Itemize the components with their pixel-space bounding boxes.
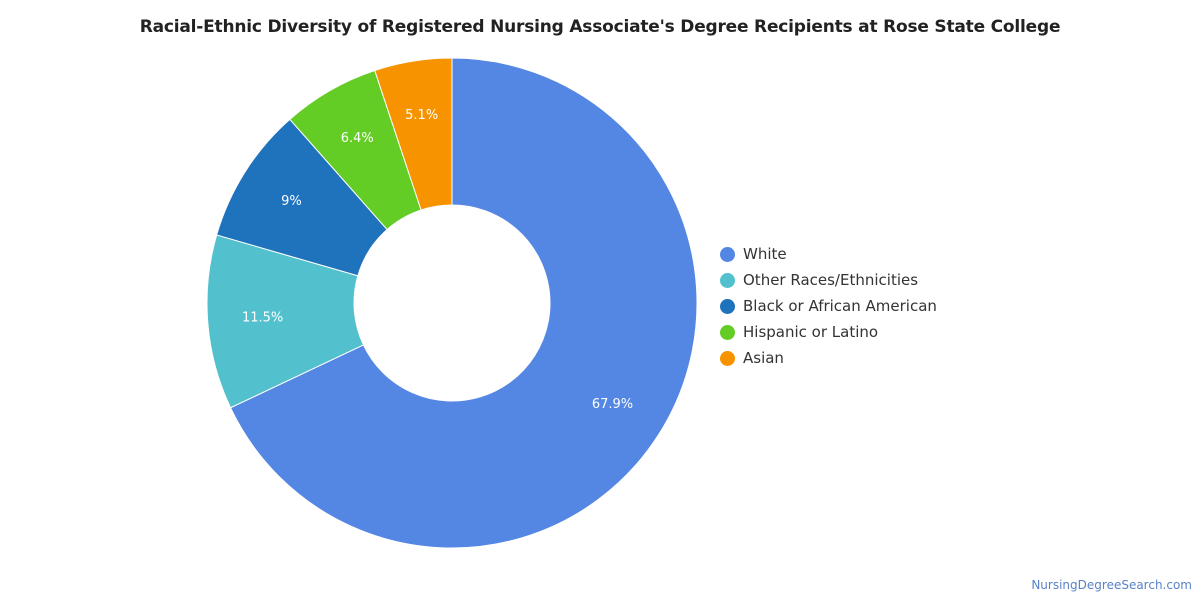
donut-slice-labels: 67.9% 11.5% 9% 6.4% 5.1% [242, 108, 633, 412]
slice-label-white: 67.9% [592, 397, 633, 412]
slice-asian[interactable] [374, 57, 453, 211]
slice-label-asian: 5.1% [405, 108, 438, 123]
legend-swatch-white [720, 246, 735, 262]
legend-swatch-asian [720, 350, 735, 366]
slice-label-other-races-ethnicities: 11.5% [242, 311, 283, 326]
source-credit[interactable]: NursingDegreeSearch.com [1031, 578, 1192, 592]
legend-label-asian: Asian [743, 349, 784, 367]
legend-label-hispanic-or-latino: Hispanic or Latino [743, 323, 879, 341]
legend-label-white: White [743, 245, 787, 263]
legend-swatch-other-races-ethnicities [720, 272, 735, 288]
donut-slices [206, 57, 698, 549]
slice-white[interactable] [229, 57, 698, 549]
slice-label-hispanic-or-latino: 6.4% [341, 131, 374, 146]
legend-item-white[interactable]: White [720, 241, 937, 267]
legend-swatch-hispanic-or-latino [720, 324, 735, 340]
legend-item-black-or-african-american[interactable]: Black or African American [720, 293, 937, 319]
slice-label-black-or-african-american: 9% [281, 194, 302, 209]
chart-title: Racial-Ethnic Diversity of Registered Nu… [139, 17, 1061, 37]
legend-item-hispanic-or-latino[interactable]: Hispanic or Latino [720, 319, 937, 345]
legend-item-other-races-ethnicities[interactable]: Other Races/Ethnicities [720, 267, 937, 293]
legend-swatch-black-or-african-american [720, 298, 735, 314]
legend-label-black-or-african-american: Black or African American [743, 297, 937, 315]
legend-label-other-races-ethnicities: Other Races/Ethnicities [743, 271, 919, 289]
legend-item-asian[interactable]: Asian [720, 345, 937, 371]
slice-other-races-ethnicities[interactable] [206, 234, 365, 409]
chart-legend: White Other Races/Ethnicities Black or Afr… [720, 241, 937, 371]
